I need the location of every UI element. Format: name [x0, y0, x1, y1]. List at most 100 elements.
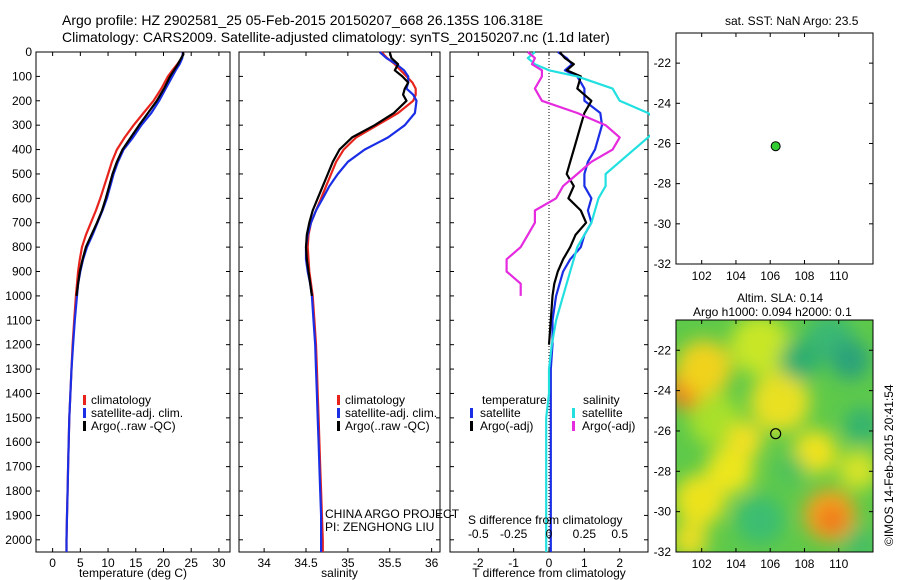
legend-header: salinity [583, 393, 620, 407]
x-tick-label: 20 [157, 556, 171, 570]
y-tick-label: 1000 [5, 289, 32, 303]
x-axis-label: T difference from climatology [472, 566, 626, 580]
series-line [75, 51, 185, 297]
sla-blob [830, 340, 870, 380]
x-tick-label: 36 [425, 556, 439, 570]
legend-label: Argo(..raw -QC) [91, 419, 176, 433]
x-tick-label: 1 [581, 556, 588, 570]
sla-blob [820, 508, 844, 532]
x-tick-label: 104 [726, 557, 746, 571]
station-marker [770, 428, 782, 440]
legend-label: Argo(-adj) [582, 419, 635, 433]
series-group [65, 51, 185, 552]
y-tick-label: 500 [12, 167, 32, 181]
legend-label: climatology [91, 393, 151, 407]
imos-credit: ©IMOS 14-Feb-2015 20:41:54 [882, 384, 896, 546]
project-name: CHINA ARGO PROJECT [325, 507, 460, 521]
x-tick-label: -1 [508, 556, 519, 570]
legend-label: satellite-adj. clim. [345, 406, 437, 420]
x-tick-label: 30 [212, 556, 226, 570]
x-tick-label: -2 [473, 556, 484, 570]
series-line [65, 51, 185, 552]
y-tick-label: 1500 [5, 411, 32, 425]
series-group [505, 51, 650, 552]
legend-swatch [83, 421, 86, 431]
series-line [306, 51, 417, 552]
sla-blob [838, 450, 873, 490]
series-line [65, 51, 184, 552]
legend-label: Argo(..raw -QC) [345, 419, 430, 433]
x-tick-label: 34 [257, 556, 271, 570]
plot-title-line2: Climatology: CARS2009. Satellite-adjuste… [62, 29, 610, 45]
y-tick-label: 300 [12, 118, 32, 132]
sla-anomalies [676, 320, 873, 552]
sla-blob [689, 394, 741, 446]
x-tick-label: 2 [616, 556, 623, 570]
y-tick-label: 2000 [5, 533, 32, 547]
y-tick-label: 900 [12, 265, 32, 279]
x-tick-label: 10 [101, 556, 115, 570]
y-tick-label: 1800 [5, 484, 32, 498]
y-tick-label: 1900 [5, 508, 32, 522]
y-tick-label: -26 [654, 424, 672, 438]
legend-swatch [572, 421, 575, 431]
map-frame [675, 319, 874, 553]
x-tick-label: 108 [794, 269, 814, 283]
salinity-panel: 34 34.5 35 35.5 36 salinity climatologysatelli… [238, 51, 441, 580]
y-tick-label: 0 [25, 45, 32, 59]
legend-swatch [83, 395, 86, 405]
top-tick-label: 0 [546, 527, 553, 541]
series-line [505, 51, 621, 296]
y-tick-label: 800 [12, 240, 32, 254]
x-tick-label: 106 [760, 557, 780, 571]
plot-title-line1: Argo profile: HZ 2902581_25 05-Feb-2015 … [62, 12, 543, 28]
y-tick-label: 1700 [5, 460, 32, 474]
axes-frame [35, 51, 231, 553]
y-tick-label: -22 [654, 343, 672, 357]
y-tick-label: -24 [654, 384, 672, 398]
legend-label: satellite-adj. clim. [91, 406, 183, 420]
legend-label: satellite [480, 406, 521, 420]
legend-label: satellite [582, 406, 623, 420]
x-tick-label: 0 [546, 556, 553, 570]
y-tick-label: -32 [654, 257, 672, 271]
x-tick-label: 35.5 [378, 556, 402, 570]
sla-blob [780, 340, 820, 380]
y-tick-label: -24 [654, 96, 672, 110]
x-tick-label: 106 [760, 269, 780, 283]
x-tick-label: 102 [692, 269, 712, 283]
top-axis-label: S difference from climatology [468, 513, 623, 527]
y-tick-label: 1100 [6, 313, 32, 327]
x-tick-label: 35 [341, 556, 355, 570]
legend-swatch [337, 395, 340, 405]
legend-swatch [83, 408, 86, 418]
y-tick-label: -28 [654, 464, 672, 478]
x-tick-label: 104 [726, 269, 746, 283]
station-marker [770, 141, 781, 152]
top-tick-label: 0.5 [611, 527, 628, 541]
series-line [304, 51, 410, 297]
legend-swatch [337, 421, 340, 431]
sla-blob [676, 340, 732, 396]
legend-header: temperature [482, 393, 547, 407]
y-tick-label: -32 [654, 545, 672, 559]
y-tick-label: -28 [654, 177, 672, 191]
y-tick-label: 1600 [5, 435, 32, 449]
series-line [549, 51, 604, 552]
sla-blob [676, 474, 726, 526]
sla-map-title: Altim. SLA: 0.14 [737, 291, 823, 305]
sst-map-title: sat. SST: NaN Argo: 23.5 [725, 14, 859, 28]
x-axis-label: temperature (deg C) [79, 566, 187, 580]
top-tick-label: 0.25 [573, 527, 597, 541]
sla-blob [842, 527, 873, 552]
map-frame [675, 32, 874, 265]
legend-swatch [470, 408, 473, 418]
y-tick-label: 600 [12, 191, 32, 205]
legend-swatch [470, 421, 473, 431]
y-tick-label: 1200 [5, 338, 32, 352]
y-tick-label: -30 [654, 505, 672, 519]
sla-field [676, 320, 873, 552]
sla-map: 102 104 106 108 110 -22 -24 -26 -28 -30 -32 [654, 319, 874, 571]
x-axis-label: salinity [321, 566, 358, 580]
legend-swatch [337, 408, 340, 418]
